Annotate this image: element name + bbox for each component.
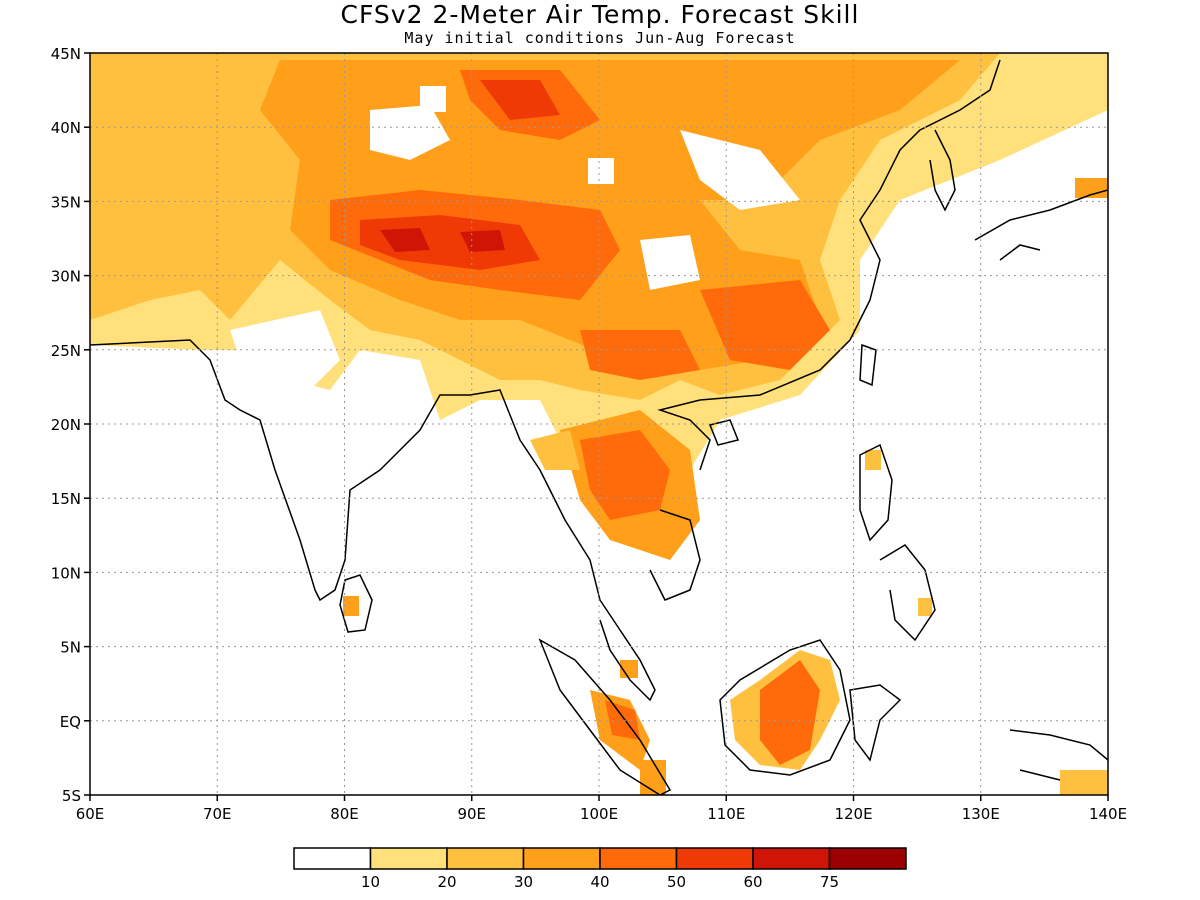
coast-indochina: [544, 399, 711, 702]
coast-korea: [929, 129, 956, 212]
lat-tick-label: 5N: [60, 639, 81, 657]
lon-tick-label: 120E: [834, 805, 872, 823]
coast-srilanka: [339, 574, 373, 633]
coast-newguinea: [1009, 729, 1108, 781]
skill-region-mongolia-core: [480, 80, 560, 120]
skill-region-thailand: [580, 430, 670, 520]
lon-tick-label: 130E: [962, 805, 1000, 823]
skill-cell-malaysia: [620, 660, 638, 678]
coast-borneo: [719, 639, 851, 776]
skill-gap-cell: [588, 158, 614, 184]
lon-tick-label: 140E: [1089, 805, 1127, 823]
coast-sumatra: [538, 638, 672, 795]
longitude-axis: 60E 70E 80E 90E 100E 110E 120E 130E 140E: [76, 795, 1127, 823]
skill-cell-luzon: [865, 450, 881, 470]
lon-tick-label: 90E: [457, 805, 486, 823]
lat-tick-label: 5S: [62, 787, 81, 805]
map-title: CFSv2 2-Meter Air Temp. Forecast Skill: [340, 0, 860, 29]
colorbar-swatch: [446, 847, 525, 870]
lon-tick-label: 70E: [203, 805, 232, 823]
skill-gap-sichuan: [640, 235, 700, 290]
lat-tick-label: 15N: [51, 490, 81, 508]
gridlines: [90, 53, 1108, 795]
lat-tick-label: 40N: [51, 119, 81, 137]
coast-china-east: [699, 59, 1001, 401]
colorbar-swatch: [675, 847, 754, 870]
skill-region-east-china: [700, 280, 830, 370]
skill-region-sumatra-core: [605, 700, 640, 740]
colorbar-swatch: [828, 847, 907, 870]
skill-region-burma: [530, 430, 580, 470]
coastlines: [90, 59, 1108, 795]
skill-region-tibet-peak: [380, 228, 430, 252]
lat-tick-label: EQ: [60, 713, 81, 731]
colorbar-swatch: [522, 847, 601, 870]
coast-hainan: [708, 419, 740, 446]
lat-tick-label: 30N: [51, 268, 81, 286]
skill-gap-cell: [420, 86, 446, 112]
skill-region-borneo-core: [760, 660, 820, 765]
lon-tick-label: 100E: [580, 805, 618, 823]
latitude-axis: 45N 40N 35N 30N 25N 20N 15N 10N 5N EQ 5S: [51, 45, 90, 805]
colorbar-label: 60: [743, 873, 762, 891]
coast-luzon: [859, 443, 893, 542]
map-subtitle: May initial conditions Jun-Aug Forecast: [404, 29, 796, 47]
coast-philippines: [879, 544, 936, 642]
skill-field: [90, 53, 1108, 795]
lat-tick-label: 45N: [51, 45, 81, 63]
colorbar-swatch: [599, 847, 678, 870]
colorbar-label: 10: [361, 873, 380, 891]
skill-region-south-china: [580, 330, 700, 380]
colorbar-swatch: [369, 847, 448, 870]
coast-india: [90, 339, 546, 602]
colorbar-label: 50: [667, 873, 686, 891]
colorbar-label: 30: [514, 873, 533, 891]
skill-gap-taklamakan: [370, 105, 450, 160]
lon-tick-label: 110E: [707, 805, 745, 823]
colorbar-label: 40: [590, 873, 609, 891]
colorbar-label: 75: [820, 873, 839, 891]
colorbar-swatch: [752, 847, 831, 870]
lat-tick-label: 25N: [51, 342, 81, 360]
colorbar-swatch: [293, 847, 372, 870]
lat-tick-label: 35N: [51, 193, 81, 211]
lon-tick-label: 60E: [76, 805, 105, 823]
skill-gap-inner-mongolia: [680, 130, 800, 210]
colorbar-label: 20: [437, 873, 456, 891]
lon-tick-label: 80E: [330, 805, 359, 823]
coast-japan: [974, 189, 1108, 261]
colorbar: 10 20 30 40 50 60 75: [293, 847, 907, 891]
lat-tick-label: 10N: [51, 564, 81, 582]
coast-sulawesi: [849, 684, 902, 762]
skill-cell-newguinea: [1060, 770, 1108, 795]
skill-cell-srilanka: [343, 596, 359, 616]
skill-cell-mindanao: [918, 598, 932, 616]
skill-gap-india: [230, 310, 340, 400]
lat-tick-label: 20N: [51, 416, 81, 434]
coast-taiwan: [859, 343, 877, 387]
